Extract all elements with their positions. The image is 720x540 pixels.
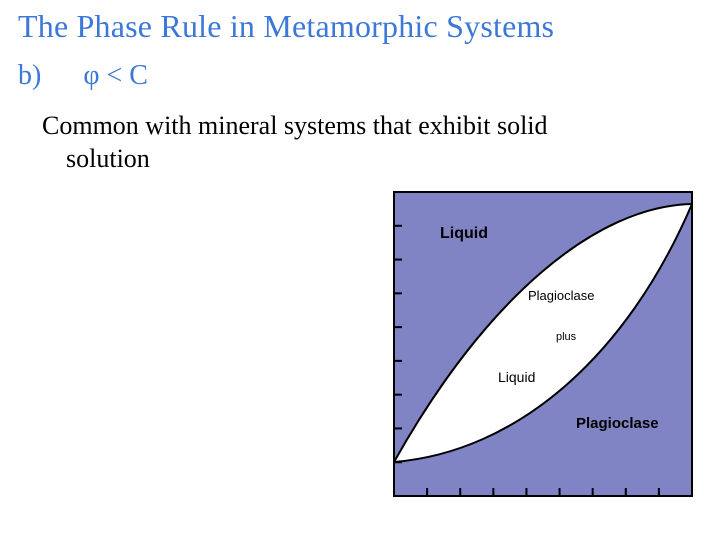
body-text: Common with mineral systems that exhibit…	[42, 110, 682, 175]
body-line-2: solution	[66, 143, 682, 176]
page-title: The Phase Rule in Metamorphic Systems	[18, 8, 554, 45]
label-liquid-lens: Liquid	[498, 369, 535, 385]
label-liquid-top: Liquid	[440, 225, 488, 242]
subhead-item: b)	[18, 60, 41, 91]
body-line-1: Common with mineral systems that exhibit…	[42, 111, 548, 140]
label-plagioclase-lens: Plagioclase	[528, 288, 595, 303]
label-plus: plus	[556, 331, 577, 343]
subhead: b) φ < C	[18, 60, 148, 92]
label-plagioclase-bottom: Plagioclase	[576, 415, 659, 432]
phase-diagram: Liquid Plagioclase plus Liquid Plagioclase	[366, 178, 702, 514]
subhead-relation: φ < C	[83, 60, 148, 91]
